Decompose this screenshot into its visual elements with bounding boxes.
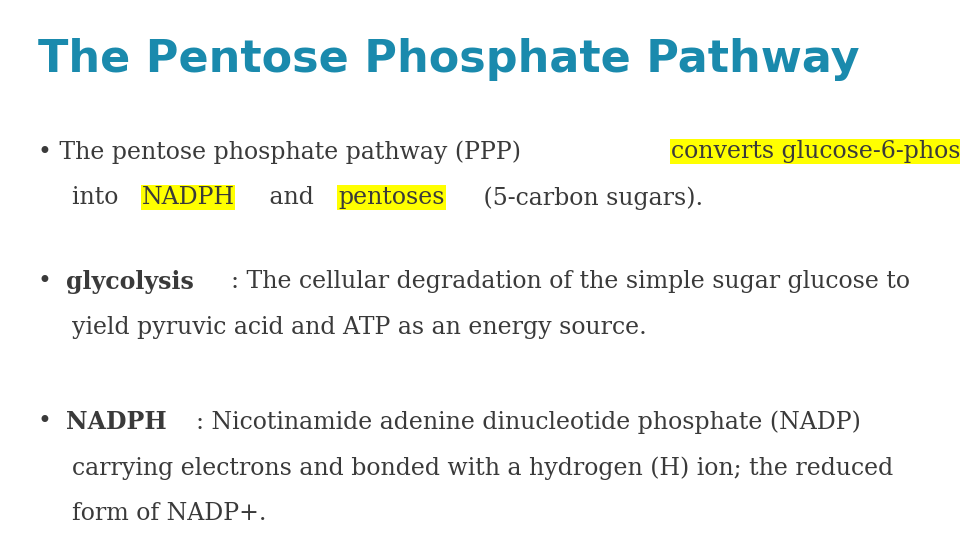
- Text: glycolysis: glycolysis: [66, 270, 194, 294]
- Text: •: •: [38, 270, 60, 293]
- Text: • The pentose phosphate pathway (PPP): • The pentose phosphate pathway (PPP): [38, 140, 529, 164]
- Text: •: •: [38, 410, 60, 434]
- Text: converts glucose-6-phosphate: converts glucose-6-phosphate: [671, 140, 960, 164]
- Text: NADPH: NADPH: [66, 410, 167, 434]
- Text: The Pentose Phosphate Pathway: The Pentose Phosphate Pathway: [38, 38, 860, 81]
- Text: : The cellular degradation of the simple sugar glucose to: : The cellular degradation of the simple…: [231, 270, 910, 293]
- Text: pentoses: pentoses: [338, 186, 444, 210]
- Text: yield pyruvic acid and ATP as an energy source.: yield pyruvic acid and ATP as an energy …: [72, 316, 647, 339]
- Text: (5-carbon sugars).: (5-carbon sugars).: [475, 186, 703, 210]
- Text: and: and: [261, 186, 321, 210]
- Text: into: into: [72, 186, 126, 210]
- Text: NADPH: NADPH: [141, 186, 234, 210]
- Text: carrying electrons and bonded with a hydrogen (H) ion; the reduced: carrying electrons and bonded with a hyd…: [72, 456, 893, 480]
- Text: form of NADP+.: form of NADP+.: [72, 502, 267, 525]
- Text: : Nicotinamide adenine dinucleotide phosphate (NADP): : Nicotinamide adenine dinucleotide phos…: [196, 410, 861, 434]
